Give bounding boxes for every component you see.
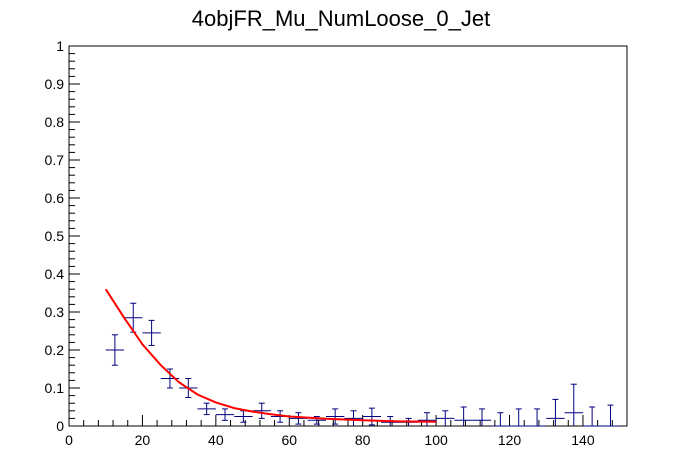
y-tick-label: 0.9 bbox=[45, 76, 65, 92]
data-point bbox=[491, 412, 510, 427]
data-point bbox=[472, 408, 492, 426]
data-point bbox=[234, 410, 253, 423]
x-tick-label: 120 bbox=[498, 432, 522, 448]
y-tick-label: 0 bbox=[56, 418, 64, 434]
y-tick-label: 0.5 bbox=[45, 228, 65, 244]
data-point bbox=[564, 383, 583, 426]
data-point bbox=[124, 302, 143, 333]
data-point bbox=[362, 407, 382, 426]
chart-title: 4objFR_Mu_NumLoose_0_Jet bbox=[192, 6, 490, 31]
x-tick-label: 20 bbox=[135, 432, 151, 448]
data-point bbox=[527, 408, 547, 427]
data-point bbox=[289, 412, 308, 425]
y-tick-label: 1 bbox=[56, 38, 64, 54]
data-point bbox=[197, 402, 216, 416]
data-point bbox=[509, 408, 528, 427]
data-points bbox=[105, 302, 620, 427]
y-tick-label: 0.6 bbox=[45, 190, 65, 206]
y-axis: 0 0.1 0.2 0.3 0.4 0.5 0.6 0.7 0.8 0.9 1 bbox=[45, 38, 80, 434]
data-point bbox=[252, 402, 271, 419]
data-point bbox=[105, 334, 125, 366]
y-tick-label: 0.3 bbox=[45, 304, 65, 320]
fit-curve bbox=[104, 288, 437, 423]
data-point bbox=[325, 408, 345, 425]
y-tick-label: 0.7 bbox=[45, 152, 65, 168]
x-tick-label: 100 bbox=[424, 432, 448, 448]
plot-frame bbox=[68, 45, 628, 427]
x-tick-label: 140 bbox=[571, 432, 595, 448]
x-tick-label: 0 bbox=[65, 432, 73, 448]
data-point bbox=[454, 406, 473, 426]
x-tick-label: 60 bbox=[281, 432, 297, 448]
data-point bbox=[601, 404, 620, 427]
x-tick-label: 80 bbox=[355, 432, 371, 448]
data-point bbox=[344, 410, 363, 426]
data-point bbox=[417, 412, 437, 426]
y-tick-label: 0.2 bbox=[45, 342, 65, 358]
x-tick-label: 40 bbox=[208, 432, 224, 448]
data-point bbox=[582, 406, 602, 427]
fit-curve-group bbox=[104, 288, 437, 423]
data-point bbox=[436, 410, 455, 426]
data-point bbox=[142, 319, 161, 346]
y-tick-label: 0.1 bbox=[45, 380, 65, 396]
y-tick-label: 0.4 bbox=[45, 266, 65, 282]
y-tick-label: 0.8 bbox=[45, 114, 65, 130]
data-point bbox=[215, 408, 235, 421]
data-point bbox=[546, 398, 565, 426]
